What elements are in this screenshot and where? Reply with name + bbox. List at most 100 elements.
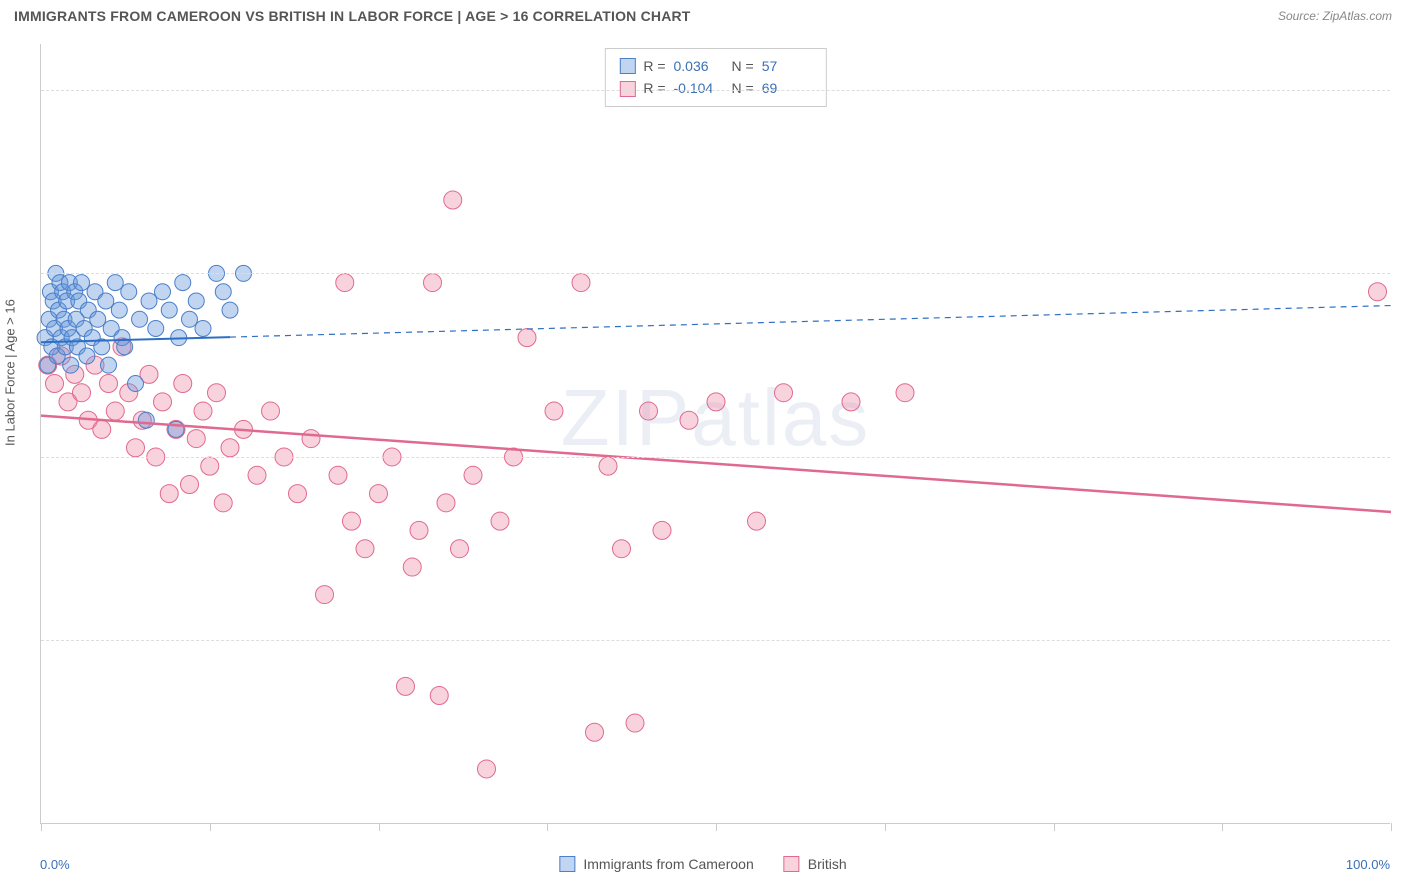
stats-row-series1: R = 0.036 N = 57 <box>619 55 811 77</box>
gridline <box>41 90 1390 91</box>
x-tick <box>885 823 886 831</box>
data-point <box>289 485 307 503</box>
x-axis-min-label: 0.0% <box>40 857 70 872</box>
data-point <box>160 485 178 503</box>
swatch-series2 <box>619 81 635 97</box>
source-name: ZipAtlas.com <box>1323 9 1392 23</box>
data-point <box>195 320 211 336</box>
data-point <box>545 402 563 420</box>
data-point <box>161 302 177 318</box>
data-point <box>121 284 137 300</box>
r-value-series1: 0.036 <box>674 55 724 77</box>
data-point <box>187 430 205 448</box>
data-point <box>132 311 148 327</box>
trend-line <box>41 416 1391 512</box>
data-point <box>155 284 171 300</box>
data-point <box>79 348 95 364</box>
legend: Immigrants from Cameroon British <box>559 856 846 872</box>
data-point <box>444 191 462 209</box>
r-value-series2: -0.104 <box>674 77 724 99</box>
data-point <box>572 274 590 292</box>
data-point <box>215 284 231 300</box>
legend-item-series1: Immigrants from Cameroon <box>559 856 753 872</box>
data-point <box>451 540 469 558</box>
x-tick <box>210 823 211 831</box>
chart-title: IMMIGRANTS FROM CAMEROON VS BRITISH IN L… <box>14 8 691 24</box>
n-label: N = <box>732 55 754 77</box>
y-tick-label: 100.0% <box>1400 82 1406 97</box>
scatter-svg <box>41 44 1390 823</box>
chart-header: IMMIGRANTS FROM CAMEROON VS BRITISH IN L… <box>0 0 1406 30</box>
legend-label-series2: British <box>808 856 847 872</box>
data-point <box>90 311 106 327</box>
n-value-series1: 57 <box>762 55 812 77</box>
data-point <box>491 512 509 530</box>
data-point <box>63 357 79 373</box>
data-point <box>46 375 64 393</box>
data-point <box>182 311 198 327</box>
y-axis-title: In Labor Force | Age > 16 <box>3 299 18 446</box>
data-point <box>343 512 361 530</box>
plot-area: ZIPatlas R = 0.036 N = 57 R = -0.104 N =… <box>40 44 1390 824</box>
data-point <box>181 475 199 493</box>
source-prefix: Source: <box>1278 9 1323 23</box>
r-label: R = <box>643 55 665 77</box>
data-point <box>1369 283 1387 301</box>
x-tick <box>1391 823 1392 831</box>
data-point <box>248 466 266 484</box>
x-tick <box>547 823 548 831</box>
data-point <box>138 412 154 428</box>
data-point <box>478 760 496 778</box>
y-tick-label: 60.0% <box>1400 449 1406 464</box>
data-point <box>626 714 644 732</box>
data-point <box>100 375 118 393</box>
x-tick <box>1054 823 1055 831</box>
n-label: N = <box>732 77 754 99</box>
gridline <box>41 640 1390 641</box>
legend-item-series2: British <box>784 856 847 872</box>
data-point <box>111 302 127 318</box>
data-point <box>174 375 192 393</box>
data-point <box>464 466 482 484</box>
data-point <box>599 457 617 475</box>
stats-row-series2: R = -0.104 N = 69 <box>619 77 811 99</box>
data-point <box>107 275 123 291</box>
data-point <box>93 420 111 438</box>
data-point <box>403 558 421 576</box>
data-point <box>148 320 164 336</box>
legend-swatch-series1 <box>559 856 575 872</box>
legend-swatch-series2 <box>784 856 800 872</box>
data-point <box>74 275 90 291</box>
data-point <box>127 439 145 457</box>
data-point <box>316 586 334 604</box>
data-point <box>154 393 172 411</box>
x-tick <box>41 823 42 831</box>
data-point <box>101 357 117 373</box>
data-point <box>707 393 725 411</box>
data-point <box>194 402 212 420</box>
y-tick-label: 40.0% <box>1400 633 1406 648</box>
correlation-stats-box: R = 0.036 N = 57 R = -0.104 N = 69 <box>604 48 826 107</box>
x-axis-max-label: 100.0% <box>1346 857 1390 872</box>
gridline <box>41 273 1390 274</box>
data-point <box>410 521 428 539</box>
x-tick <box>716 823 717 831</box>
data-point <box>262 402 280 420</box>
data-point <box>221 439 239 457</box>
data-point <box>640 402 658 420</box>
data-point <box>106 402 124 420</box>
data-point <box>424 274 442 292</box>
data-point <box>73 384 91 402</box>
r-label: R = <box>643 77 665 99</box>
data-point <box>896 384 914 402</box>
n-value-series2: 69 <box>762 77 812 99</box>
data-point <box>437 494 455 512</box>
data-point <box>214 494 232 512</box>
legend-label-series1: Immigrants from Cameroon <box>583 856 753 872</box>
data-point <box>370 485 388 503</box>
data-point <box>175 275 191 291</box>
swatch-series1 <box>619 58 635 74</box>
gridline <box>41 457 1390 458</box>
y-tick-label: 80.0% <box>1400 266 1406 281</box>
data-point <box>356 540 374 558</box>
